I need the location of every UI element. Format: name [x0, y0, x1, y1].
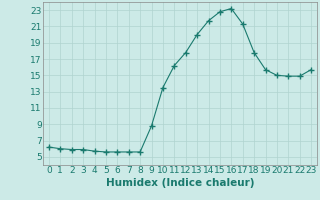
X-axis label: Humidex (Indice chaleur): Humidex (Indice chaleur)	[106, 178, 254, 188]
